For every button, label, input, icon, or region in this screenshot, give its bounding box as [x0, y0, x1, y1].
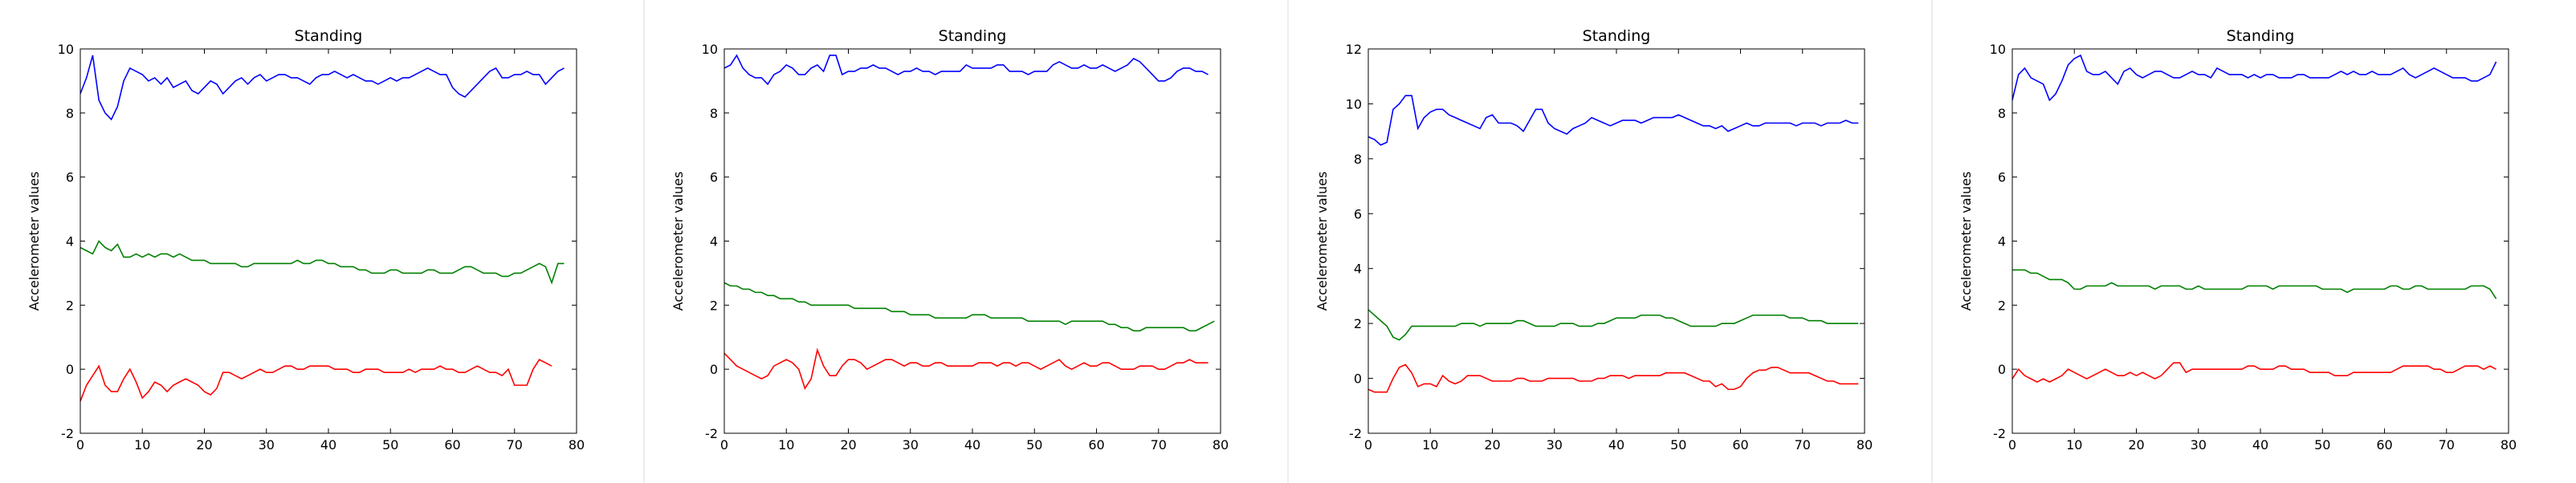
- x-tick-label: 40: [964, 437, 980, 453]
- y-tick-label: 8: [1354, 152, 1362, 167]
- series-line-red: [2011, 362, 2497, 384]
- x-tick-label: 0: [2008, 437, 2016, 453]
- x-tick-label: 50: [382, 437, 398, 453]
- y-tick-label: 2: [710, 298, 718, 313]
- x-tick-label: 0: [720, 437, 728, 453]
- y-axis-label: Accelerometer values: [1314, 172, 1330, 311]
- y-tick-label: 2: [1998, 298, 2006, 313]
- x-tick-label: 30: [1547, 437, 1563, 453]
- series-line-green: [723, 282, 1215, 332]
- axes-frame: [79, 48, 577, 434]
- y-axis-label: Accelerometer values: [1958, 172, 1974, 311]
- series-line-red: [79, 359, 552, 402]
- y-axis-label: Accelerometer values: [670, 172, 686, 311]
- x-tick-label: 20: [1484, 437, 1500, 453]
- series-line-blue: [723, 54, 1209, 86]
- x-tick-label: 80: [569, 437, 585, 453]
- axes-frame: [723, 48, 1221, 434]
- axes-frame: [2011, 48, 2509, 434]
- x-tick-label: 50: [1670, 437, 1686, 453]
- x-tick-label: 0: [76, 437, 84, 453]
- x-tick-label: 60: [2376, 437, 2392, 453]
- series-line-blue: [2011, 54, 2497, 102]
- y-tick-label: 10: [702, 42, 718, 57]
- y-tick-label: 10: [58, 42, 74, 57]
- x-tick-label: 20: [840, 437, 856, 453]
- y-tick-label: 8: [710, 106, 718, 121]
- x-tick-label: 30: [259, 437, 275, 453]
- x-tick-label: 20: [2128, 437, 2144, 453]
- y-tick-label: 4: [710, 234, 718, 250]
- x-tick-label: 60: [1732, 437, 1748, 453]
- x-tick-label: 60: [1088, 437, 1104, 453]
- y-tick-label: 12: [1346, 42, 1362, 57]
- x-tick-label: 40: [1608, 437, 1624, 453]
- x-tick-label: 80: [1213, 437, 1229, 453]
- x-tick-label: 10: [778, 437, 794, 453]
- x-tick-label: 70: [507, 437, 523, 453]
- series-line-green: [2012, 269, 2497, 299]
- y-tick-label: 4: [1998, 234, 2006, 250]
- series-line-red: [723, 347, 1209, 390]
- y-tick-label: 6: [1998, 170, 2006, 185]
- y-tick-label: 4: [66, 234, 74, 250]
- y-tick-label: -2: [705, 426, 718, 441]
- y-tick-label: 2: [66, 298, 74, 313]
- x-tick-label: 10: [2066, 437, 2082, 453]
- x-tick-label: 40: [320, 437, 336, 453]
- y-tick-label: 10: [1990, 42, 2006, 57]
- y-tick-label: 6: [1354, 206, 1362, 221]
- chart-title: Standing: [1583, 27, 1651, 45]
- y-tick-label: 2: [1354, 316, 1362, 331]
- y-tick-label: -2: [1993, 426, 2006, 441]
- y-tick-label: 10: [1346, 96, 1362, 112]
- x-tick-label: 50: [1026, 437, 1042, 453]
- x-tick-label: 70: [1795, 437, 1811, 453]
- series-line-red: [1367, 363, 1859, 393]
- x-tick-label: 10: [134, 437, 150, 453]
- x-tick-label: 40: [2252, 437, 2268, 453]
- x-tick-label: 70: [2439, 437, 2455, 453]
- y-tick-label: 6: [66, 170, 74, 185]
- axes-frame: [1367, 48, 1865, 434]
- chart-title: Standing: [295, 27, 363, 45]
- chart-title: Standing: [2227, 27, 2295, 45]
- y-tick-label: -2: [1349, 426, 1362, 441]
- x-tick-label: 70: [1151, 437, 1167, 453]
- y-tick-label: 0: [66, 362, 74, 377]
- y-tick-label: 8: [66, 106, 74, 121]
- x-tick-label: 30: [903, 437, 919, 453]
- x-tick-label: 50: [2314, 437, 2330, 453]
- y-tick-label: 0: [1354, 371, 1362, 387]
- y-tick-label: 4: [1354, 262, 1362, 277]
- y-axis-label: Accelerometer values: [26, 172, 42, 311]
- x-tick-label: 80: [2501, 437, 2517, 453]
- x-tick-label: 10: [1422, 437, 1438, 453]
- x-tick-label: 20: [196, 437, 212, 453]
- chart-title: Standing: [939, 27, 1007, 45]
- x-tick-label: 0: [1364, 437, 1372, 453]
- x-tick-label: 60: [444, 437, 460, 453]
- x-tick-label: 30: [2191, 437, 2207, 453]
- y-tick-label: 8: [1998, 106, 2006, 121]
- series-line-blue: [79, 55, 565, 121]
- y-tick-label: -2: [61, 426, 74, 441]
- x-tick-label: 80: [1857, 437, 1873, 453]
- y-tick-label: 0: [1998, 362, 2006, 377]
- series-line-green: [79, 240, 565, 285]
- series-line-blue: [1367, 95, 1859, 146]
- y-tick-label: 6: [710, 170, 718, 185]
- series-line-green: [1367, 309, 1859, 341]
- y-tick-label: 0: [710, 362, 718, 377]
